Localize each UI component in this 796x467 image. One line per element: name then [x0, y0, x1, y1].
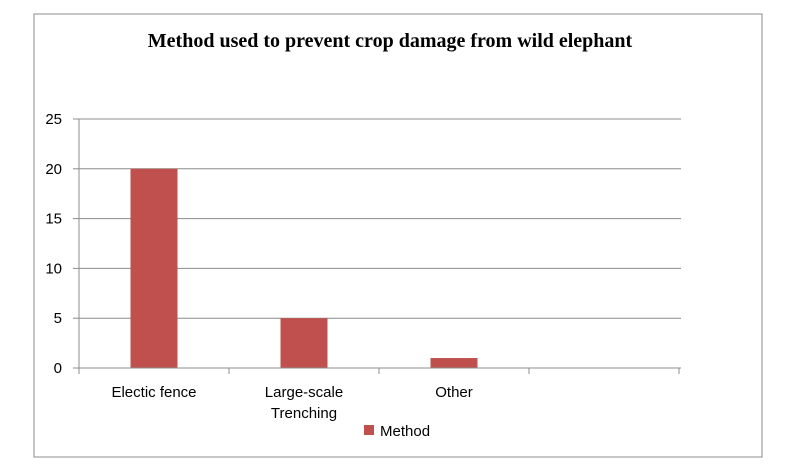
x-tick-label-line: Electic fence	[111, 384, 196, 401]
y-axis-tick-labels: 0 5 10 15 20 25	[45, 111, 62, 377]
gridlines	[79, 118, 681, 319]
x-tick-label-line: Other	[435, 384, 473, 401]
bar-2	[430, 358, 478, 368]
y-tick-label: 15	[45, 211, 62, 228]
legend-swatch-method	[364, 425, 374, 435]
bars	[130, 168, 478, 368]
x-axis-tick-labels: Electic fence Large-scale Trenching Other	[111, 384, 472, 422]
bar-1	[280, 318, 328, 368]
x-tick-label-line: Trenching	[271, 405, 337, 422]
x-tick-label-line: Large-scale	[265, 384, 343, 401]
chart-title: Method used to prevent crop damage from …	[148, 30, 633, 52]
x-tick-label: Other	[435, 384, 473, 401]
legend: Method	[364, 423, 430, 440]
bar-0	[130, 168, 178, 368]
y-tick-label: 20	[45, 161, 62, 178]
x-tick-label: Large-scale Trenching	[265, 384, 343, 422]
legend-label-method: Method	[380, 423, 430, 440]
y-tick-label: 25	[45, 111, 62, 128]
axes	[73, 118, 681, 374]
y-tick-label: 5	[54, 310, 62, 327]
y-tick-label: 10	[45, 260, 62, 277]
x-tick-label: Electic fence	[111, 384, 196, 401]
y-tick-label: 0	[54, 360, 62, 377]
